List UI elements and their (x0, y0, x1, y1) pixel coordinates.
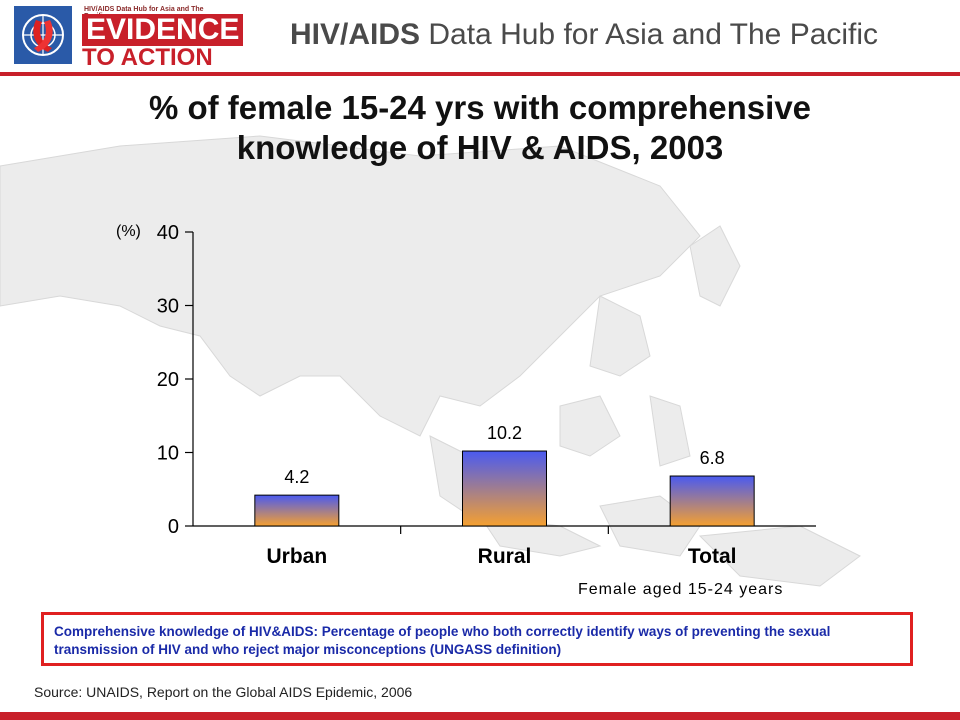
x-tick-label-urban: Urban (266, 545, 327, 568)
hub-title-bold: HIV/AIDS (290, 18, 421, 51)
footer-bar (0, 712, 960, 720)
bar-rural (462, 450, 547, 527)
x-tick-label-rural: Rural (478, 545, 532, 568)
y-axis-label: (%) (116, 223, 141, 240)
logo-to-action-text: TO ACTION (82, 44, 213, 71)
un-emblem-icon (14, 6, 72, 64)
chart-title-line2: knowledge of HIV & AIDS, 2003 (236, 129, 724, 166)
y-tick-label: 0 (168, 516, 179, 538)
hub-title: HIV/AIDS Data Hub for Asia and The Pacif… (290, 18, 878, 52)
y-tick-label: 10 (157, 443, 179, 465)
data-label-urban: 4.2 (284, 467, 309, 487)
x-axis-label: Female aged 15-24 years (578, 581, 783, 598)
evidence-to-action-logo: HIV/AIDS Data Hub for Asia and The Pacif… (8, 4, 244, 70)
x-tick-label-total: Total (688, 545, 737, 568)
chart-title-line1: % of female 15-24 yrs with comprehensive (148, 89, 812, 126)
bar-total (669, 475, 755, 527)
definition-text: Comprehensive knowledge of HIV&AIDS: Per… (54, 624, 831, 657)
source-text: Source: UNAIDS, Report on the Global AID… (34, 684, 413, 700)
y-tick-label: 40 (157, 222, 179, 244)
y-tick-label: 30 (157, 296, 179, 318)
data-label-rural: 10.2 (487, 423, 522, 443)
y-tick-label: 20 (157, 369, 179, 391)
chart-title: % of female 15-24 yrs with comprehensive… (40, 88, 920, 168)
logo-evidence-text: EVIDENCE (82, 14, 244, 46)
bar-urban (254, 494, 340, 527)
data-label-total: 6.8 (700, 448, 725, 468)
bar-chart: 0 10 20 30 40 4.2 10.2 6.8 Urban Rural Total (%)… (116, 222, 816, 598)
header: HIV/AIDS Data Hub for Asia and The Pacif… (0, 0, 960, 76)
header-divider (0, 72, 960, 76)
definition-box: Comprehensive knowledge of HIV&AIDS: Per… (41, 612, 913, 666)
hub-title-rest: Data Hub for Asia and The Pacific (420, 18, 879, 51)
